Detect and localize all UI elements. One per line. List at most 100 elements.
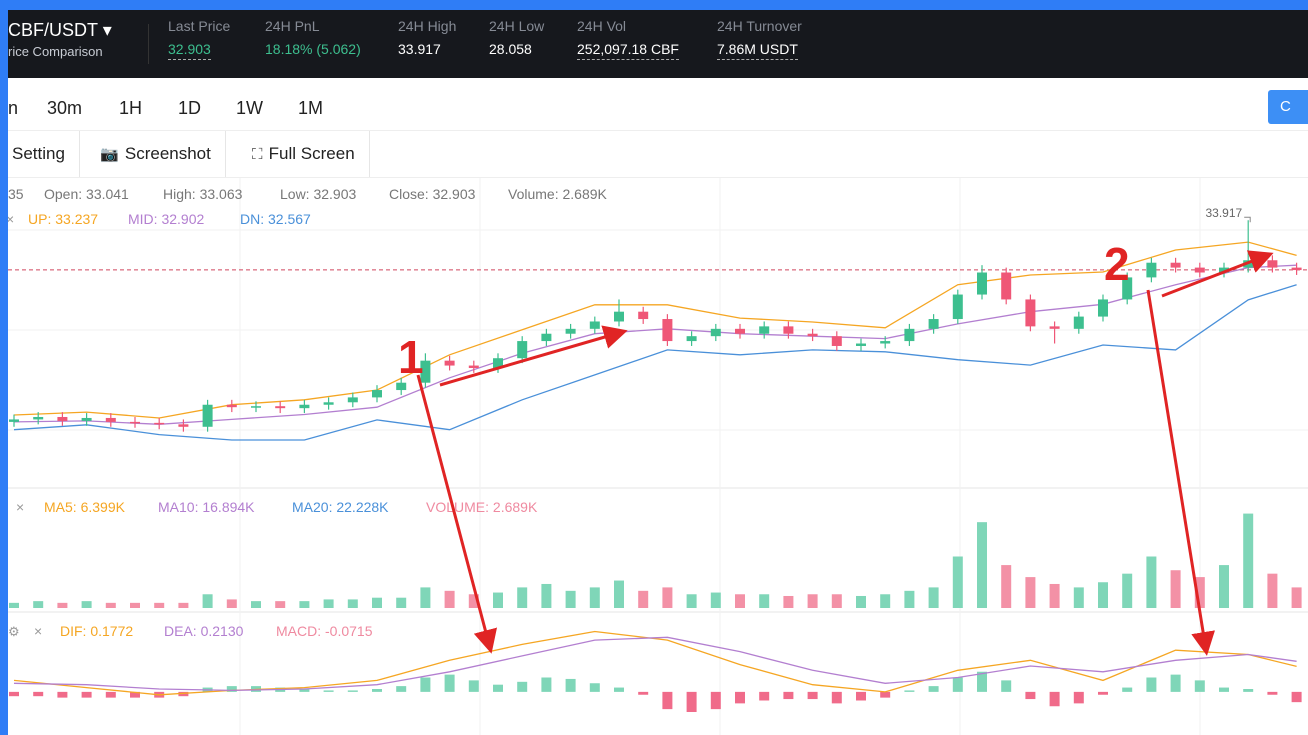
candle-body bbox=[493, 358, 503, 369]
volume-bar bbox=[178, 602, 189, 608]
volume-bar bbox=[807, 594, 818, 608]
annotation-label: 1 bbox=[398, 331, 424, 383]
interval[interactable]: 1M bbox=[298, 98, 324, 118]
volume-bar bbox=[444, 590, 455, 608]
tool-label[interactable]: Full Screen bbox=[268, 144, 355, 163]
candle-body bbox=[251, 406, 261, 408]
ohlc-info: Close: 32.903 bbox=[389, 186, 476, 202]
volume-bar bbox=[202, 594, 213, 608]
pair[interactable]: CBF/USDT ▾ bbox=[8, 20, 112, 40]
candle-body bbox=[638, 311, 649, 320]
tool-button[interactable]: Setting bbox=[8, 131, 80, 177]
volume-bar bbox=[710, 592, 721, 608]
macd-bar bbox=[565, 678, 576, 692]
macd-bar bbox=[735, 691, 745, 704]
volume-bar bbox=[372, 597, 382, 608]
candle-body bbox=[783, 326, 794, 334]
app: CBF/USDT ▾ rice Comparison Last Price 32.… bbox=[8, 10, 1308, 735]
stat-value: 32.903 bbox=[168, 41, 211, 60]
ticker-header: CBF/USDT ▾ rice Comparison Last Price 32.… bbox=[8, 10, 1308, 78]
volume-bar bbox=[81, 601, 92, 608]
macd-bar bbox=[33, 691, 44, 697]
macd-bar bbox=[880, 691, 891, 698]
volume-bar bbox=[396, 597, 407, 608]
candle-body bbox=[710, 328, 721, 337]
candle-body bbox=[444, 360, 455, 366]
tool-label[interactable]: Screenshot bbox=[124, 144, 211, 163]
tool-icon[interactable]: 📷 bbox=[100, 146, 123, 163]
ohlc-info: Volume: 2.689K bbox=[508, 186, 608, 202]
dif-line bbox=[13, 630, 1297, 696]
volume-bar bbox=[831, 594, 842, 608]
macd-bar bbox=[1146, 677, 1157, 692]
candle-body bbox=[347, 397, 358, 403]
candle-body bbox=[1025, 299, 1036, 327]
candle-body bbox=[372, 390, 382, 398]
macd-bar bbox=[541, 677, 552, 692]
band-lower bbox=[13, 284, 1297, 441]
macd-bar bbox=[105, 691, 116, 698]
candle-body bbox=[130, 421, 140, 424]
candle-body bbox=[33, 416, 44, 420]
macd-bar bbox=[589, 683, 600, 692]
macd-bar bbox=[1243, 689, 1254, 692]
close-icon: × bbox=[34, 623, 42, 639]
volume-legend: VOLUME: 2.689K bbox=[426, 499, 538, 515]
macd-bar bbox=[517, 681, 528, 692]
action-button[interactable]: C bbox=[1268, 90, 1308, 124]
macd-bar bbox=[783, 691, 794, 700]
candle-body bbox=[323, 402, 334, 405]
volume-legend: MA5: 6.399K bbox=[44, 499, 126, 515]
macd-bar bbox=[1025, 691, 1036, 700]
candle-body bbox=[202, 404, 213, 427]
macd-bar bbox=[952, 677, 963, 692]
tool-button[interactable]: ⛶ Full Screen bbox=[238, 131, 370, 177]
macd-legend: DEA: 0.2130 bbox=[164, 623, 244, 639]
volume-bar bbox=[1194, 577, 1205, 608]
candle-body bbox=[880, 341, 891, 344]
volume-bar bbox=[105, 602, 116, 608]
stat: 24H Vol 252,097.18 CBF bbox=[577, 18, 679, 60]
macd-bar bbox=[686, 691, 697, 712]
macd-bar bbox=[493, 684, 503, 692]
pair-name[interactable]: CBF/USDT bbox=[8, 20, 98, 40]
macd-bar bbox=[1073, 691, 1084, 704]
interval[interactable]: 1H bbox=[119, 98, 143, 118]
interval[interactable]: n bbox=[8, 98, 19, 118]
macd-bar bbox=[662, 691, 673, 710]
stat-label: 24H Vol bbox=[577, 18, 627, 34]
volume-bar bbox=[1073, 587, 1084, 608]
interval[interactable]: 1D bbox=[178, 98, 202, 118]
volume-bar bbox=[154, 602, 165, 608]
macd-bar bbox=[928, 686, 939, 692]
candle-body bbox=[1291, 267, 1302, 271]
stat-value: 28.058 bbox=[489, 41, 532, 57]
volume-bar bbox=[9, 602, 19, 608]
macd-bar bbox=[759, 691, 770, 701]
annotation-arrow bbox=[1161, 250, 1274, 298]
interval[interactable]: 1W bbox=[236, 98, 263, 118]
macd-bar bbox=[372, 689, 382, 692]
candle-body bbox=[686, 336, 697, 342]
subtitle[interactable]: rice Comparison bbox=[8, 44, 103, 59]
interval[interactable]: 30m bbox=[47, 98, 83, 118]
volume-legend: MA10: 16.894K bbox=[158, 499, 255, 515]
volume-bar bbox=[977, 522, 987, 608]
volume-bar bbox=[952, 556, 963, 608]
macd-bar bbox=[347, 690, 358, 692]
volume-bar bbox=[856, 595, 866, 608]
tool-button[interactable]: 📷 Screenshot bbox=[86, 131, 226, 177]
volume-bar bbox=[130, 602, 140, 608]
volume-bar bbox=[226, 599, 237, 608]
macd-bar bbox=[1049, 691, 1060, 707]
candle-body bbox=[468, 365, 479, 369]
tool-label[interactable]: Setting bbox=[12, 144, 65, 163]
candle-body bbox=[952, 294, 963, 320]
volume-bar bbox=[517, 587, 528, 608]
macd-bar bbox=[299, 689, 310, 692]
macd-bar bbox=[9, 691, 19, 697]
candle-body bbox=[105, 417, 116, 422]
tool-icon[interactable]: ⛶ bbox=[252, 146, 267, 163]
volume-bar bbox=[928, 587, 939, 608]
